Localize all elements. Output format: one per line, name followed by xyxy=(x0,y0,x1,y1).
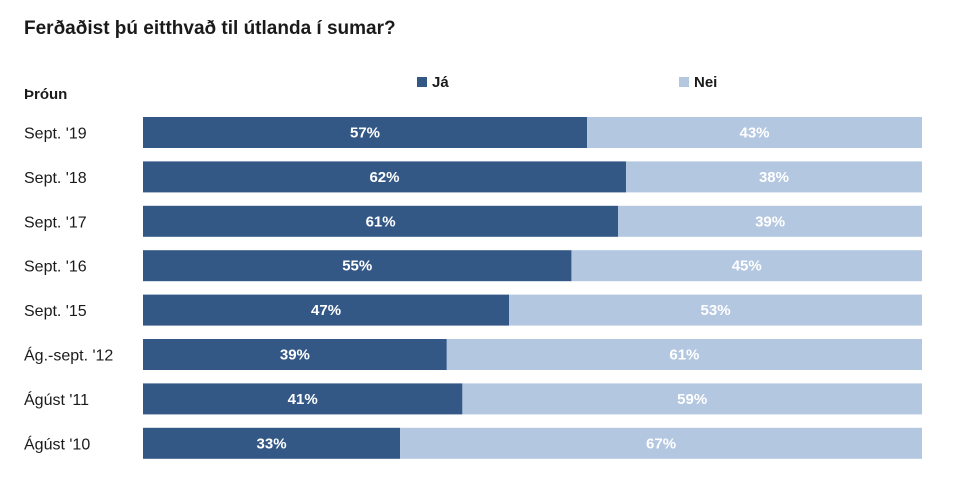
group-label: Þróun xyxy=(24,86,68,103)
value-label-nei-row-6: 59% xyxy=(677,391,707,408)
legend-item-ja: Já xyxy=(417,72,449,92)
category-label-row-1: Sept. '18 xyxy=(24,170,87,187)
legend-item-nei: Nei xyxy=(679,72,717,92)
value-label-ja-row-0: 57% xyxy=(350,125,380,142)
bar-nei-row-7 xyxy=(400,427,922,459)
value-label-ja-row-2: 61% xyxy=(366,213,396,230)
value-label-nei-row-4: 53% xyxy=(701,302,731,319)
bar-nei-row-1 xyxy=(625,161,922,193)
value-label-nei-row-5: 61% xyxy=(669,347,699,364)
bar-ja-row-3 xyxy=(143,250,572,282)
category-label-row-0: Sept. '19 xyxy=(24,126,87,143)
value-label-ja-row-7: 33% xyxy=(257,435,287,452)
legend-label-nei: Nei xyxy=(694,73,718,91)
legend-swatch-ja xyxy=(417,77,427,87)
legend-swatch-nei xyxy=(679,77,689,87)
category-label-row-3: Sept. '16 xyxy=(24,259,87,276)
category-label-row-5: Ág.-sept. '12 xyxy=(24,346,113,365)
value-label-ja-row-5: 39% xyxy=(280,347,310,364)
bar-nei-row-5 xyxy=(446,339,922,370)
bar-nei-row-6 xyxy=(462,383,922,415)
bar-nei-row-3 xyxy=(571,250,922,282)
chart-title: Ferðaðist þú eitthvað til útlanda í suma… xyxy=(24,18,396,39)
value-label-nei-row-0: 43% xyxy=(739,125,769,142)
bar-ja-row-4 xyxy=(143,294,510,326)
bar-ja-row-5 xyxy=(143,339,447,370)
value-label-nei-row-2: 39% xyxy=(755,213,785,230)
value-label-nei-row-1: 38% xyxy=(759,169,789,186)
value-label-ja-row-1: 62% xyxy=(369,169,399,186)
value-label-nei-row-3: 45% xyxy=(732,258,762,275)
legend-label-ja: Já xyxy=(432,73,449,91)
bar-nei-row-2 xyxy=(618,205,922,237)
value-label-ja-row-3: 55% xyxy=(342,258,372,275)
value-label-nei-row-7: 67% xyxy=(646,435,676,452)
value-label-ja-row-6: 41% xyxy=(288,391,318,408)
bar-nei-row-4 xyxy=(509,294,922,326)
bar-nei-row-0 xyxy=(587,117,922,148)
value-label-ja-row-4: 47% xyxy=(311,302,341,319)
bar-ja-row-1 xyxy=(143,161,626,193)
category-label-row-7: Ágúst '10 xyxy=(24,434,90,453)
bar-ja-row-2 xyxy=(143,205,619,237)
category-label-row-4: Sept. '15 xyxy=(24,303,87,320)
bar-ja-row-0 xyxy=(143,117,588,148)
bar-ja-row-6 xyxy=(143,383,463,415)
bar-ja-row-7 xyxy=(143,427,401,459)
category-label-row-6: Ágúst '11 xyxy=(24,390,89,409)
category-label-row-2: Sept. '17 xyxy=(24,214,87,231)
